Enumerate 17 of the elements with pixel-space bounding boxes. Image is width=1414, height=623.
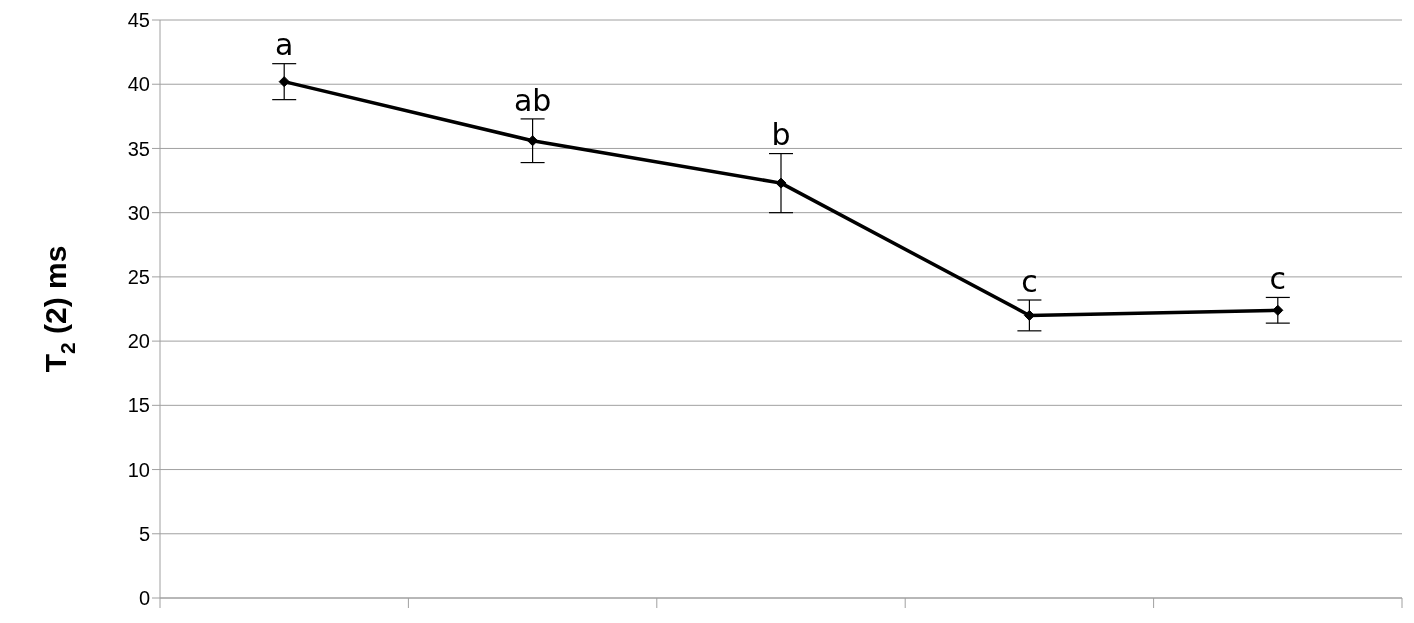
y-tick-label: 10 bbox=[127, 458, 150, 481]
y-tick-label: 40 bbox=[127, 73, 150, 96]
y-tick-label: 45 bbox=[127, 9, 150, 32]
y-tick-label: 35 bbox=[127, 137, 150, 160]
y-tick-label: 20 bbox=[127, 330, 150, 353]
y-tick-label: 30 bbox=[127, 201, 150, 224]
data-label: c bbox=[1021, 263, 1038, 299]
point bbox=[278, 76, 290, 88]
data-label: a bbox=[275, 27, 294, 63]
data-label: c bbox=[1269, 261, 1287, 297]
y-tick-label: 0 bbox=[138, 587, 150, 610]
data-label: b bbox=[771, 117, 791, 153]
y-tick-label: 25 bbox=[127, 265, 150, 288]
y-tick-label: 15 bbox=[127, 394, 150, 417]
point bbox=[775, 177, 787, 189]
data-label: ab bbox=[513, 82, 552, 118]
y-tick-label: 5 bbox=[138, 522, 150, 545]
